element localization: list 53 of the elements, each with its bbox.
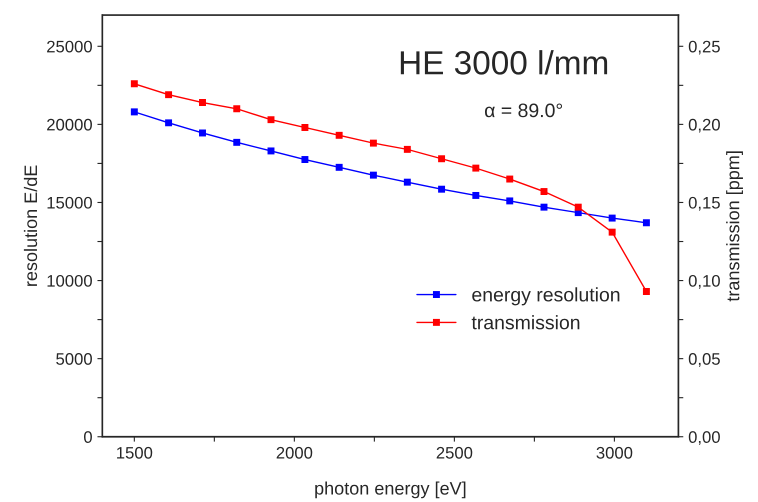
point: [506, 176, 514, 183]
point: [404, 178, 411, 186]
y2-tick-label: 0,20: [688, 118, 720, 133]
point: [438, 155, 446, 162]
x-tick-label: 3000: [596, 446, 632, 459]
y-axis-title: resolution E/dE: [24, 165, 38, 286]
point: [199, 99, 206, 106]
legend-label: energy resolution: [472, 287, 620, 306]
point: [472, 164, 480, 172]
point: [642, 219, 650, 226]
point: [370, 140, 377, 147]
y2-axis-title: transmission [ppm]: [726, 151, 743, 302]
y2-tick-label: 0,10: [688, 274, 720, 289]
y-tick-label: 5000: [56, 353, 92, 365]
point: [472, 192, 480, 199]
legend-label: transmission: [472, 315, 580, 330]
x-tick-label: 2500: [436, 446, 472, 459]
y2-tick-label: 0,25: [688, 40, 720, 54]
point: [233, 138, 240, 146]
point: [130, 108, 138, 116]
x-axis-title: photon energy [eV]: [315, 481, 466, 498]
x-tick-label: 1500: [117, 446, 152, 459]
y2-tick-label: 0,00: [688, 431, 720, 445]
point: [642, 288, 650, 295]
point: [574, 204, 582, 211]
point: [438, 186, 446, 193]
point: [199, 130, 206, 136]
point: [370, 172, 377, 179]
y-tick-label: 0: [84, 431, 92, 443]
y-tick-label: 20000: [47, 118, 92, 131]
point: [130, 80, 138, 88]
annotation: α = 89.0°: [484, 103, 562, 118]
point: [404, 146, 411, 153]
point: [268, 147, 274, 154]
point: [165, 119, 172, 126]
x-tick-label: 2000: [276, 446, 312, 459]
point: [540, 204, 548, 211]
point: [506, 197, 514, 204]
y-tick-label: 25000: [47, 40, 92, 52]
point: [608, 228, 616, 236]
y-tick-label: 15000: [48, 196, 92, 209]
point: [336, 164, 343, 171]
y2-tick-label: 0,15: [688, 196, 720, 211]
point: [608, 214, 616, 222]
point: [336, 132, 343, 139]
point: [540, 188, 548, 196]
y-tick-label: 10000: [48, 274, 92, 287]
point: [301, 124, 308, 131]
point: [165, 91, 172, 98]
point: [268, 116, 274, 124]
annotation: HE 3000 l/mm: [400, 50, 608, 75]
point: [301, 156, 308, 163]
y2-tick-label: 0,05: [688, 353, 720, 367]
